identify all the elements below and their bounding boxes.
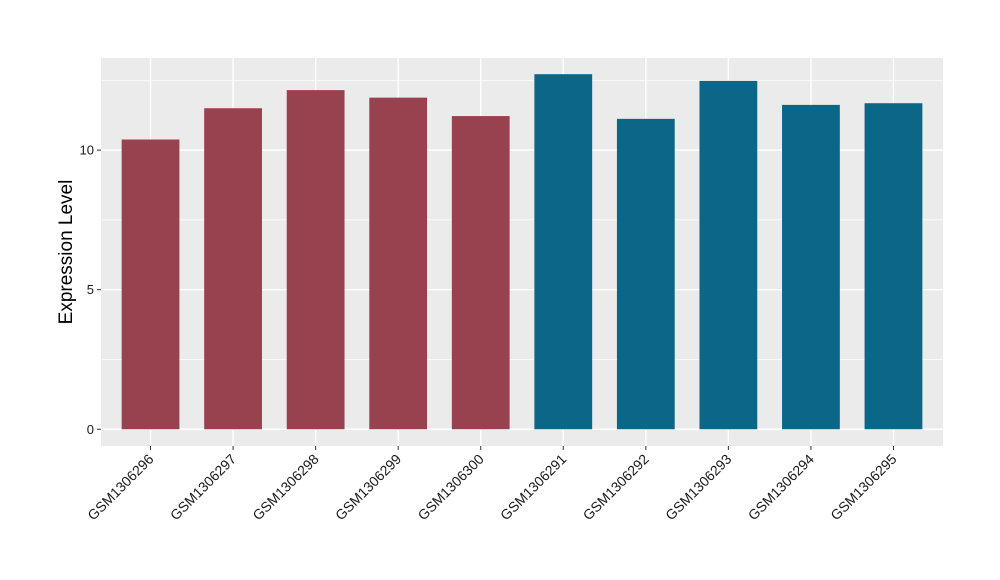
bars bbox=[121, 74, 923, 430]
bar-GSM1306295 bbox=[864, 103, 923, 430]
x-tick-label: GSM1306294 bbox=[745, 451, 818, 524]
x-tick-label: GSM1306292 bbox=[580, 451, 653, 524]
x-tick-label: GSM1306299 bbox=[332, 451, 405, 524]
bar-GSM1306294 bbox=[782, 104, 840, 430]
bar-GSM1306300 bbox=[451, 116, 510, 430]
y-tick-label: 0 bbox=[87, 422, 94, 437]
x-tick-label: GSM1306293 bbox=[662, 451, 735, 524]
y-tick-label: 5 bbox=[87, 282, 94, 297]
x-tick-label: GSM1306300 bbox=[414, 451, 487, 524]
bar-GSM1306293 bbox=[699, 80, 758, 430]
x-tick-label: GSM1306298 bbox=[249, 451, 322, 524]
bar-GSM1306292 bbox=[616, 118, 675, 430]
bar-GSM1306296 bbox=[121, 139, 180, 430]
bar-GSM1306299 bbox=[369, 97, 428, 430]
bar-GSM1306291 bbox=[534, 74, 593, 430]
x-tick-label: GSM1306296 bbox=[84, 451, 157, 524]
x-axis: GSM1306296 GSM1306297 GSM1306298 GSM1306299… bbox=[84, 446, 900, 524]
y-tick-label: 10 bbox=[80, 143, 94, 158]
y-axis-title: Expression Level bbox=[56, 180, 77, 325]
bar-GSM1306298 bbox=[286, 90, 345, 430]
bar-GSM1306297 bbox=[204, 108, 262, 430]
x-tick-label: GSM1306291 bbox=[497, 451, 570, 524]
x-tick-label: GSM1306295 bbox=[827, 451, 900, 524]
x-tick-label: GSM1306297 bbox=[167, 451, 240, 524]
y-axis: 0 5 10 bbox=[80, 143, 101, 437]
